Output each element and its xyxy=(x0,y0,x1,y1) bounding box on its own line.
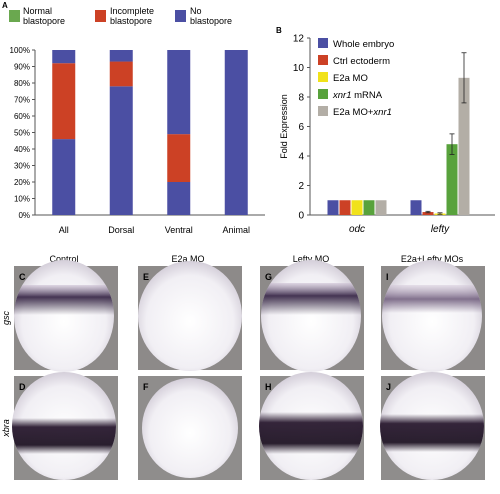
bar-a-segment xyxy=(109,50,133,62)
bar-a-segment xyxy=(109,86,133,215)
axis-b-tick-label: 0 xyxy=(298,211,304,222)
row-label-gsc: gsc xyxy=(1,311,11,326)
tile-letter-f: F xyxy=(143,382,149,392)
legend-b-label: xnr1 mRNA xyxy=(332,90,383,101)
panel-letter-b: B xyxy=(276,26,282,35)
embryo-tile-h xyxy=(259,372,364,480)
tile-letter-e: E xyxy=(143,272,149,282)
bar-a-segment xyxy=(52,63,76,140)
legend-b-label: Whole embryo xyxy=(333,39,394,50)
bar-a-segment xyxy=(167,182,191,215)
bar-b xyxy=(422,212,434,215)
axis-a-tick-label: 80% xyxy=(14,79,30,88)
axis-a-category-label: Dorsal xyxy=(108,225,134,235)
legend-b-swatch xyxy=(318,55,328,65)
chart-a: 0% 10% 20% 30% 40% 50% 60% 70% 80% 90% 100% All Dors… xyxy=(10,46,265,235)
legend-b-swatch xyxy=(318,106,328,116)
axis-a-tick-label: 60% xyxy=(14,112,30,121)
bar-b xyxy=(327,200,339,215)
legend-a-label-none: No blastopore xyxy=(190,6,232,26)
embryo-tile-i xyxy=(381,260,485,372)
axis-a-category-label: Ventral xyxy=(165,225,193,235)
tile-letter-d: D xyxy=(19,382,26,392)
legend-a-swatch-none xyxy=(175,10,186,22)
embryo-tile-e xyxy=(138,261,242,371)
column-header-lefty-mo: Lefty MO xyxy=(293,254,330,264)
axis-a-category-label: Animal xyxy=(222,225,250,235)
axis-b-tick-label: 10 xyxy=(293,63,305,74)
axis-b-tick-label: 4 xyxy=(298,152,304,163)
embryo-tile-j xyxy=(380,372,485,480)
axis-b-tick-label: 12 xyxy=(293,34,305,45)
bar-a-segment xyxy=(167,50,191,135)
legend-a-swatch-incomplete xyxy=(95,10,106,22)
axis-b-tick-label: 6 xyxy=(298,122,304,133)
bar-b xyxy=(410,200,422,215)
tile-letter-g: G xyxy=(265,272,272,282)
tile-letter-i: I xyxy=(386,272,389,282)
axis-b-tick-label: 2 xyxy=(298,181,304,192)
bar-a-segment xyxy=(52,50,76,64)
legend-a-swatch-normal xyxy=(9,10,20,22)
bar-b xyxy=(458,77,470,215)
axis-b-tick-label: 8 xyxy=(298,93,304,104)
embryo-tile-c xyxy=(14,260,118,372)
legend-a-label-incomplete: Incomplete blastopore xyxy=(110,6,154,26)
bar-a-segment xyxy=(109,61,133,87)
column-header-e2a-mo: E2a MO xyxy=(171,254,204,264)
axis-a-tick-label: 40% xyxy=(14,145,30,154)
legend-a: Normal blastopore Incomplete blastopore No… xyxy=(9,6,232,26)
column-header-control: Control xyxy=(49,254,78,264)
bar-a-segment xyxy=(52,139,76,215)
bar-a-segment xyxy=(224,198,248,215)
axis-a-category-label: All xyxy=(59,225,69,235)
chart-b: 0 2 4 6 8 10 12 Fold Expression odc lefty Whole em… xyxy=(279,34,495,235)
tile-letter-h: H xyxy=(265,382,272,392)
panel-letter-a: A xyxy=(2,1,8,10)
tile-letter-j: J xyxy=(386,382,391,392)
axis-a-tick-label: 70% xyxy=(14,96,30,105)
axis-a-tick-label: 50% xyxy=(14,129,30,138)
embryo-tile-d xyxy=(12,372,118,480)
legend-b-label: E2a MO+xnr1 xyxy=(333,107,392,118)
legend-b-label: Ctrl ectoderm xyxy=(333,56,390,67)
bar-b xyxy=(339,200,351,215)
bar-b xyxy=(351,200,363,215)
column-header-e2a-lefty-mos: E2a+Lefty MOs xyxy=(401,254,464,264)
legend-b-swatch xyxy=(318,89,328,99)
axis-a-tick-label: 10% xyxy=(14,195,30,204)
axis-a-tick-label: 30% xyxy=(14,162,30,171)
axis-b-ylabel: Fold Expression xyxy=(279,94,289,159)
legend-a-label-normal: Normal blastopore xyxy=(23,6,65,26)
axis-a-tick-label: 90% xyxy=(14,63,30,72)
axis-b-category-label: odc xyxy=(349,224,365,235)
bar-a-segment xyxy=(167,134,191,182)
embryo-tile-g xyxy=(260,260,364,372)
embryo-tile-f xyxy=(138,376,242,480)
legend-b-swatch xyxy=(318,72,328,82)
bar-b xyxy=(363,200,375,215)
axis-a-tick-label: 20% xyxy=(14,178,30,187)
axis-a-tick-label: 100% xyxy=(10,46,30,55)
axis-a-tick-label: 0% xyxy=(18,211,30,220)
legend-b-label: E2a MO xyxy=(333,73,368,84)
tile-letter-c: C xyxy=(19,272,26,282)
bar-b xyxy=(375,200,387,215)
axis-b-category-label: lefty xyxy=(431,224,450,235)
bar-a-segment xyxy=(224,50,248,199)
legend-b-swatch xyxy=(318,38,328,48)
row-label-xbra: xbra xyxy=(1,419,11,438)
bar-b xyxy=(446,144,458,215)
